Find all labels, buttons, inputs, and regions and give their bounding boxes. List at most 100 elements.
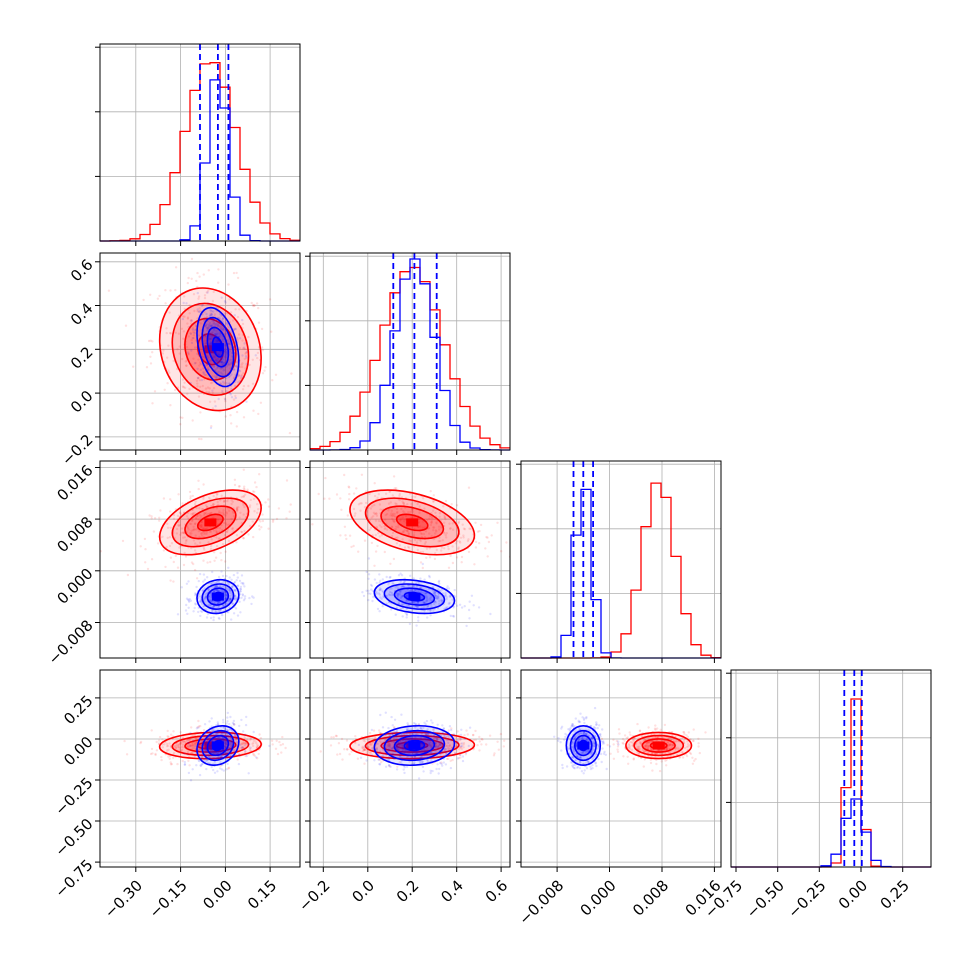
scatter-point	[185, 364, 188, 367]
scatter-point	[208, 359, 211, 363]
scatter-point	[223, 590, 226, 594]
scatter-point	[403, 529, 406, 532]
scatter-point	[445, 536, 448, 539]
scatter-point	[437, 525, 441, 528]
scatter-point	[182, 531, 185, 534]
scatter-point	[168, 331, 172, 335]
scatter-point	[227, 749, 230, 752]
scatter-point	[216, 738, 219, 741]
scatter-point	[203, 596, 207, 600]
scatter-point	[167, 755, 170, 758]
scatter-point	[193, 733, 197, 737]
scatter-point	[245, 742, 248, 745]
scatter-point	[224, 742, 228, 746]
scatter-point	[197, 731, 200, 735]
scatter-point	[467, 538, 470, 541]
scatter-point	[468, 617, 471, 620]
scatter-point	[194, 743, 197, 746]
contour-series-0	[625, 731, 693, 760]
scatter-point	[191, 519, 194, 523]
scatter-point	[202, 546, 205, 549]
contour-series-0	[196, 513, 224, 532]
scatter-point	[589, 765, 592, 768]
scatter-point	[628, 744, 631, 747]
scatter-point	[211, 729, 214, 732]
scatter-point	[175, 532, 179, 535]
scatter-point	[226, 716, 229, 719]
scatter-point	[439, 742, 442, 746]
contour-series-0	[641, 738, 676, 753]
scatter-point	[389, 734, 392, 737]
scatter-point	[197, 437, 201, 441]
scatter-point	[208, 744, 211, 748]
scatter-point	[220, 732, 223, 736]
scatter-point	[225, 352, 228, 355]
scatter-point	[197, 377, 200, 380]
scatter-point	[187, 335, 191, 338]
scatter-point	[403, 585, 406, 589]
scatter-point	[158, 516, 161, 519]
scatter-point	[641, 749, 645, 752]
scatter-point	[200, 763, 204, 766]
scatter-point	[449, 554, 452, 558]
scatter-point	[233, 376, 236, 379]
scatter-point	[439, 590, 442, 593]
scatter-point	[183, 386, 187, 389]
scatter-point	[209, 743, 212, 747]
scatter-point	[347, 498, 351, 501]
scatter-point	[204, 595, 208, 598]
scatter-point	[221, 380, 225, 384]
scatter-point	[200, 304, 204, 307]
scatter-point	[425, 745, 428, 748]
scatter-point	[355, 487, 358, 490]
scatter-point	[436, 723, 439, 726]
scatter-point	[161, 746, 164, 749]
scatter-point	[402, 768, 405, 771]
scatter-point	[435, 521, 438, 524]
scatter-point	[209, 347, 212, 350]
scatter-point	[189, 332, 193, 335]
scatter-point	[426, 733, 430, 736]
scatter-point	[401, 585, 404, 588]
scatter-point	[206, 327, 209, 330]
scatter-point	[228, 509, 231, 512]
scatter-point	[388, 745, 391, 748]
scatter-point	[186, 750, 190, 753]
scatter-point	[220, 360, 223, 363]
scatter-point	[225, 530, 228, 534]
scatter-point	[244, 742, 247, 745]
scatter-point	[258, 473, 261, 476]
scatter-point	[206, 291, 209, 294]
scatter-point	[149, 355, 152, 358]
scatter-point	[428, 514, 432, 518]
scatter-point	[439, 743, 442, 746]
scatter-point	[220, 314, 223, 317]
scatter-point	[418, 511, 421, 515]
scatter-point	[198, 773, 202, 777]
scatter-point	[232, 271, 236, 275]
scatter-point	[222, 361, 226, 365]
scatter-point	[692, 739, 695, 743]
scatter-point	[597, 757, 600, 761]
scatter-point	[170, 762, 173, 766]
contour-series-0	[380, 505, 445, 540]
scatter-point	[247, 772, 250, 775]
scatter-point	[451, 528, 455, 531]
scatter-point	[427, 742, 431, 746]
scatter-point	[400, 742, 403, 745]
scatter-point	[206, 315, 209, 319]
scatter-point	[434, 601, 438, 604]
scatter-point	[478, 542, 481, 545]
scatter-point	[416, 605, 419, 609]
scatter-point	[230, 502, 233, 506]
scatter-point	[221, 391, 224, 394]
scatter-point	[459, 541, 462, 544]
scatter-point	[179, 742, 182, 745]
scatter-point	[241, 746, 244, 749]
scatter-point	[188, 490, 192, 494]
scatter-point	[228, 606, 231, 609]
scatter-point	[467, 486, 471, 489]
scatter-point	[393, 519, 396, 523]
scatter-point	[439, 761, 442, 765]
scatter-point	[428, 741, 431, 745]
